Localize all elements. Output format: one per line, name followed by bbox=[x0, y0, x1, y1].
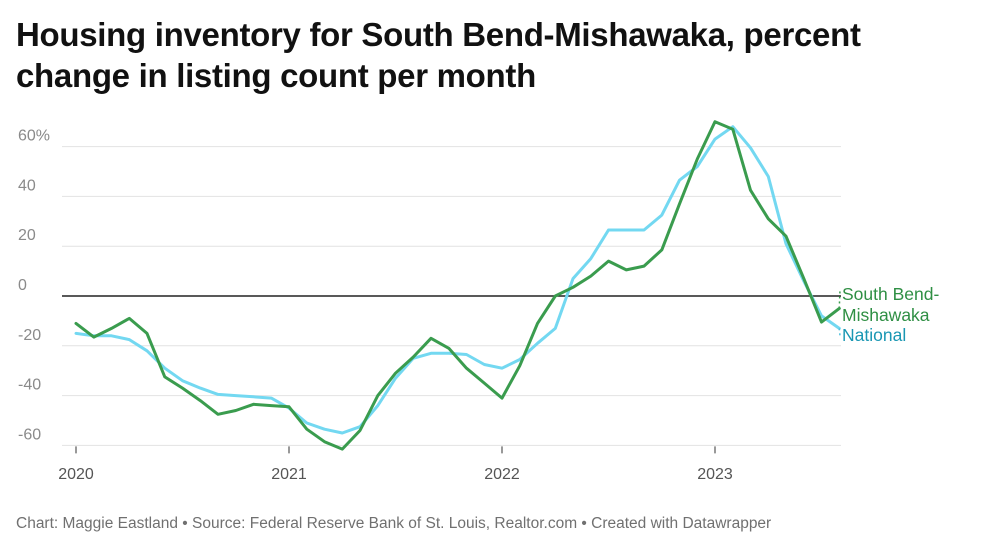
x-tick-label: 2022 bbox=[484, 466, 520, 483]
y-tick-label: 0 bbox=[18, 277, 27, 294]
series-label-connector bbox=[838, 328, 841, 337]
y-tick-label: 40 bbox=[18, 177, 36, 194]
x-tick-label: 2023 bbox=[697, 466, 733, 483]
series-line-south-bend-mishawaka bbox=[74, 120, 841, 451]
x-tick-label: 2021 bbox=[271, 466, 307, 483]
chart-title: Housing inventory for South Bend-Mishawa… bbox=[16, 16, 861, 94]
series-label-national: National bbox=[842, 325, 906, 345]
y-tick-label: 60% bbox=[18, 128, 50, 145]
series-lines bbox=[74, 120, 841, 451]
y-axis: 60% 40 20 0 -20 -40 -60 bbox=[18, 128, 50, 444]
chart-footer: Chart: Maggie Eastland • Source: Federal… bbox=[16, 515, 772, 532]
series-label-connector bbox=[838, 289, 841, 309]
y-tick-label: -40 bbox=[18, 377, 41, 394]
x-tick-label: 2020 bbox=[58, 466, 94, 483]
series-line-national bbox=[74, 125, 841, 435]
series-label-south-bend-mishawaka: Mishawaka bbox=[842, 305, 930, 325]
y-tick-label: -20 bbox=[18, 327, 41, 344]
gridlines bbox=[62, 146, 841, 446]
y-tick-label: -60 bbox=[18, 426, 41, 443]
series-label-south-bend-mishawaka: South Bend- bbox=[842, 284, 939, 304]
x-axis: 2020 2021 2022 2023 bbox=[58, 446, 733, 483]
y-tick-label: 20 bbox=[18, 227, 36, 244]
